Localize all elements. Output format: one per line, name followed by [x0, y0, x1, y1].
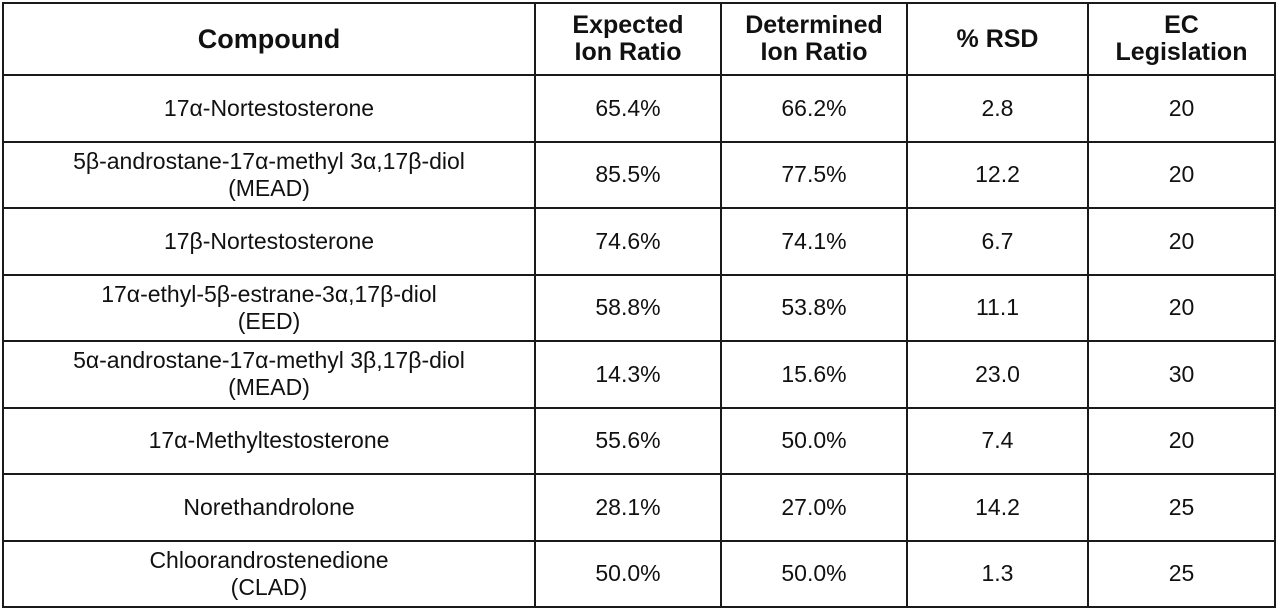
cell-determined-ion-ratio: 27.0% — [720, 473, 908, 542]
cell-rsd: 12.2 — [906, 140, 1089, 209]
cell-expected-ion-ratio: 55.6% — [534, 406, 722, 475]
cell-compound: Chloorandrostenedione (CLAD) — [2, 539, 536, 608]
cell-ec-legislation: 20 — [1087, 406, 1276, 475]
cell-determined-ion-ratio: 74.1% — [720, 207, 908, 276]
compound-name-line: 5β-androstane-17α-methyl 3α,17β-diol — [73, 147, 465, 174]
cell-rsd: 2.8 — [906, 74, 1089, 143]
cell-determined-ion-ratio: 66.2% — [720, 74, 908, 143]
header-determined-ion-ratio: Determined Ion Ratio — [720, 2, 908, 76]
cell-ec-legislation: 20 — [1087, 273, 1276, 342]
header-rsd: % RSD — [906, 2, 1089, 76]
table-row: 17α-ethyl-5β-estrane-3α,17β-diol (EED) 58.… — [2, 273, 1276, 342]
header-expected-ion-ratio: Expected Ion Ratio — [534, 2, 722, 76]
cell-ec-legislation: 25 — [1087, 539, 1276, 608]
table-row: 17α-Nortestosterone 65.4% 66.2% 2.8 20 — [2, 74, 1276, 143]
cell-compound: 17α-Nortestosterone — [2, 74, 536, 143]
header-rsd-label: % RSD — [956, 24, 1039, 53]
header-compound-label: Compound — [197, 23, 341, 54]
cell-expected-ion-ratio: 85.5% — [534, 140, 722, 209]
cell-compound: 5α-androstane-17α-methyl 3β,17β-diol (MEA… — [2, 340, 536, 409]
cell-ec-legislation: 20 — [1087, 140, 1276, 209]
cell-expected-ion-ratio: 74.6% — [534, 207, 722, 276]
header-compound: Compound — [2, 2, 536, 76]
table-row: Norethandrolone 28.1% 27.0% 14.2 25 — [2, 473, 1276, 542]
header-ec-line-1: EC — [1164, 11, 1199, 39]
compound-name-line: (EED) — [237, 307, 301, 334]
cell-rsd: 11.1 — [906, 273, 1089, 342]
compound-name-line: Norethandrolone — [183, 493, 355, 520]
cell-expected-ion-ratio: 50.0% — [534, 539, 722, 608]
cell-expected-ion-ratio: 65.4% — [534, 74, 722, 143]
compound-name-line: (MEAD) — [228, 374, 310, 401]
cell-rsd: 14.2 — [906, 473, 1089, 542]
compound-name-line: Chloorandrostenedione — [149, 546, 389, 573]
table-body: 17α-Nortestosterone 65.4% 66.2% 2.8 20 5β-and… — [2, 74, 1276, 608]
compound-name-line: 17α-ethyl-5β-estrane-3α,17β-diol — [101, 280, 437, 307]
cell-rsd: 7.4 — [906, 406, 1089, 475]
cell-rsd: 1.3 — [906, 539, 1089, 608]
cell-determined-ion-ratio: 77.5% — [720, 140, 908, 209]
header-row: Compound Expected Ion Ratio Determined I… — [2, 2, 1276, 76]
header-expected-line-2: Ion Ratio — [574, 38, 682, 66]
compound-name-line: 17β-Nortestosterone — [163, 227, 375, 254]
header-ec-line-2: Legislation — [1115, 38, 1248, 66]
header-determined-line-2: Ion Ratio — [760, 38, 868, 66]
cell-compound: 17β-Nortestosterone — [2, 207, 536, 276]
compound-name-line: (CLAD) — [230, 573, 308, 600]
cell-ec-legislation: 20 — [1087, 74, 1276, 143]
table-row: Chloorandrostenedione (CLAD) 50.0% 50.0% 1.3… — [2, 539, 1276, 608]
cell-determined-ion-ratio: 53.8% — [720, 273, 908, 342]
cell-determined-ion-ratio: 15.6% — [720, 340, 908, 409]
header-determined-line-1: Determined — [745, 11, 883, 39]
cell-ec-legislation: 20 — [1087, 207, 1276, 276]
compound-name-line: 17α-Nortestosterone — [163, 94, 375, 121]
cell-compound: 5β-androstane-17α-methyl 3α,17β-diol (MEA… — [2, 140, 536, 209]
cell-compound: Norethandrolone — [2, 473, 536, 542]
cell-compound: 17α-Methyltestosterone — [2, 406, 536, 475]
table-row: 5α-androstane-17α-methyl 3β,17β-diol (MEA… — [2, 340, 1276, 409]
cell-ec-legislation: 25 — [1087, 473, 1276, 542]
header-expected-line-1: Expected — [572, 11, 684, 39]
cell-rsd: 6.7 — [906, 207, 1089, 276]
header-ec-legislation: EC Legislation — [1087, 2, 1276, 76]
compound-name-line: (MEAD) — [228, 174, 310, 201]
cell-determined-ion-ratio: 50.0% — [720, 539, 908, 608]
table-row: 17α-Methyltestosterone 55.6% 50.0% 7.4 20 — [2, 406, 1276, 475]
cell-compound: 17α-ethyl-5β-estrane-3α,17β-diol (EED) — [2, 273, 536, 342]
compound-name-line: 5α-androstane-17α-methyl 3β,17β-diol — [73, 347, 465, 374]
cell-expected-ion-ratio: 14.3% — [534, 340, 722, 409]
cell-expected-ion-ratio: 58.8% — [534, 273, 722, 342]
cell-ec-legislation: 30 — [1087, 340, 1276, 409]
cell-determined-ion-ratio: 50.0% — [720, 406, 908, 475]
cell-expected-ion-ratio: 28.1% — [534, 473, 722, 542]
table-row: 5β-androstane-17α-methyl 3α,17β-diol (MEA… — [2, 140, 1276, 209]
table-row: 17β-Nortestosterone 74.6% 74.1% 6.7 20 — [2, 207, 1276, 276]
compound-name-line: 17α-Methyltestosterone — [148, 427, 390, 454]
cell-rsd: 23.0 — [906, 340, 1089, 409]
